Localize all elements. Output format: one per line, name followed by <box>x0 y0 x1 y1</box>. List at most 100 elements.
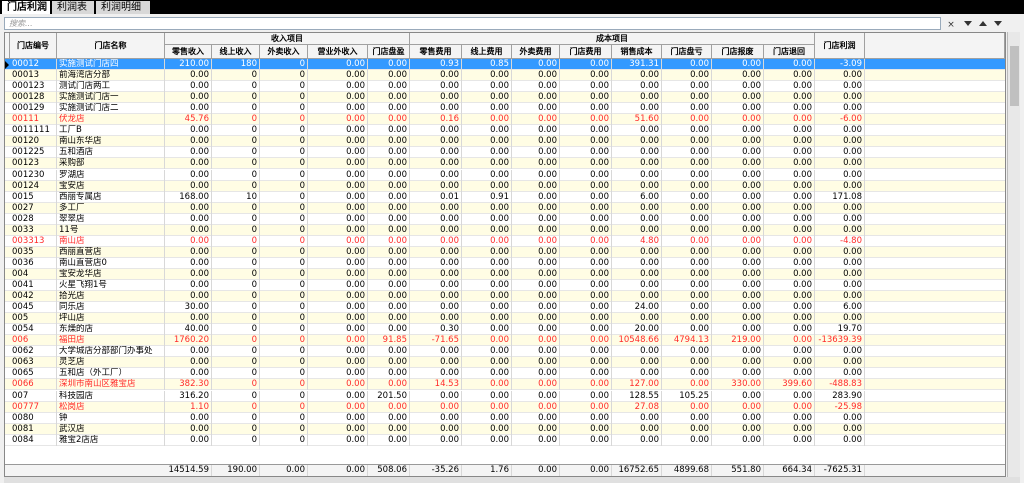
table-cell: 0.00 <box>764 169 815 181</box>
table-cell: 0.00 <box>368 346 410 358</box>
column-header[interactable]: 零售费用 <box>410 45 462 59</box>
table-cell: 0.00 <box>712 213 764 225</box>
table-cell: 0.00 <box>662 147 712 159</box>
table-row[interactable] <box>5 246 1005 258</box>
table-row[interactable] <box>5 202 1005 214</box>
table-row[interactable] <box>5 103 1005 115</box>
table-cell: 0.00 <box>612 246 662 258</box>
table-cell: 0.00 <box>662 70 712 82</box>
table-cell: 0 <box>212 114 260 126</box>
vertical-scrollbar[interactable] <box>1007 32 1020 477</box>
table-row[interactable] <box>5 280 1005 292</box>
column-header[interactable]: 门店费用 <box>560 45 612 59</box>
table-row[interactable] <box>5 169 1005 181</box>
options-button[interactable] <box>994 21 1002 26</box>
column-header[interactable]: 门店退回 <box>764 45 815 59</box>
table-cell: 0.00 <box>308 103 368 115</box>
table-cell: 深圳市南山区雅宝店 <box>57 379 165 391</box>
table-row[interactable] <box>5 257 1005 269</box>
table-row[interactable] <box>5 136 1005 148</box>
table-row[interactable] <box>5 70 1005 82</box>
table-cell: 0.00 <box>815 103 865 115</box>
table-cell: 0.00 <box>308 390 368 402</box>
table-row[interactable] <box>5 412 1005 424</box>
table-cell: 0.00 <box>612 103 662 115</box>
table-row[interactable] <box>5 92 1005 104</box>
tab[interactable]: 利润表 <box>52 1 94 14</box>
table-cell: 0.00 <box>462 114 512 126</box>
tab[interactable]: 利润明细 <box>96 1 150 14</box>
table-row[interactable] <box>5 379 1005 391</box>
table-cell: 0 <box>260 224 308 236</box>
table-cell: 0.00 <box>308 92 368 104</box>
table-row[interactable] <box>5 335 1005 347</box>
column-header[interactable]: 门店盘盈 <box>368 45 410 59</box>
table-row[interactable] <box>5 313 1005 325</box>
column-header[interactable]: 门店盘亏 <box>662 45 712 59</box>
table-row[interactable] <box>5 390 1005 402</box>
table-cell: 0 <box>260 147 308 159</box>
table-cell: 382.30 <box>165 379 212 391</box>
table-cell: 0.00 <box>512 346 560 358</box>
column-header[interactable]: 销售成本 <box>612 45 662 59</box>
column-header[interactable]: 线上费用 <box>462 45 512 59</box>
table-cell: 0015 <box>10 191 57 203</box>
table-row[interactable] <box>5 59 1005 71</box>
prev-button[interactable] <box>979 21 987 26</box>
column-header[interactable]: 门店报废 <box>712 45 764 59</box>
table-row[interactable] <box>5 268 1005 280</box>
table-cell: 0036 <box>10 257 57 269</box>
table-row[interactable] <box>5 213 1005 225</box>
table-row[interactable] <box>5 235 1005 247</box>
table-cell: 0.00 <box>815 246 865 258</box>
next-button[interactable] <box>964 21 972 26</box>
table-row[interactable] <box>5 302 1005 314</box>
column-header[interactable]: 门店利润 <box>815 33 865 59</box>
column-header[interactable]: 营业外收入 <box>308 45 368 59</box>
table-row[interactable] <box>5 158 1005 170</box>
table-row[interactable] <box>5 434 1005 446</box>
column-header[interactable]: 门店编号 <box>10 33 57 59</box>
horizontal-scrollbar[interactable] <box>4 477 1020 483</box>
table-cell: 0 <box>212 257 260 269</box>
table-row[interactable] <box>5 191 1005 203</box>
table-cell: 0.00 <box>712 346 764 358</box>
table-row[interactable] <box>5 114 1005 126</box>
table-row[interactable] <box>5 180 1005 192</box>
column-header[interactable]: 外卖收入 <box>260 45 308 59</box>
footer-cell: 16752.65 <box>612 465 662 476</box>
table-row[interactable] <box>5 81 1005 93</box>
table-cell: 0.00 <box>764 81 815 93</box>
table-cell: 0.00 <box>560 92 612 104</box>
table-row[interactable] <box>5 125 1005 137</box>
table-cell: 180 <box>212 59 260 70</box>
table-cell: 0.00 <box>662 224 712 236</box>
table-cell: 0.00 <box>712 246 764 258</box>
table-cell: 宝安龙华店 <box>57 268 165 280</box>
table-row[interactable] <box>5 291 1005 303</box>
search-box[interactable]: 搜索... <box>4 17 941 30</box>
scroll-thumb[interactable] <box>1010 46 1019 106</box>
table-cell: -488.83 <box>815 379 865 391</box>
table-cell: 0.93 <box>410 59 462 70</box>
table-row[interactable] <box>5 401 1005 413</box>
column-header[interactable]: 外卖费用 <box>512 45 560 59</box>
table-row[interactable] <box>5 147 1005 159</box>
table-cell: 0.00 <box>560 302 612 314</box>
column-header[interactable]: 零售收入 <box>165 45 212 59</box>
table-row[interactable] <box>5 368 1005 380</box>
clear-button[interactable]: × <box>947 20 955 30</box>
table-cell: 翠翠店 <box>57 213 165 225</box>
table-cell: 0.00 <box>512 268 560 280</box>
table-row[interactable] <box>5 324 1005 336</box>
tab[interactable]: 门店利润 <box>2 1 50 14</box>
table-cell: 0.00 <box>662 202 712 214</box>
column-header[interactable]: 线上收入 <box>212 45 260 59</box>
table-cell: 0.00 <box>308 324 368 336</box>
table-cell: 0.00 <box>462 125 512 137</box>
table-row[interactable] <box>5 224 1005 236</box>
table-row[interactable] <box>5 346 1005 358</box>
column-header[interactable]: 门店名称 <box>57 33 165 59</box>
table-row[interactable] <box>5 357 1005 369</box>
table-row[interactable] <box>5 423 1005 435</box>
